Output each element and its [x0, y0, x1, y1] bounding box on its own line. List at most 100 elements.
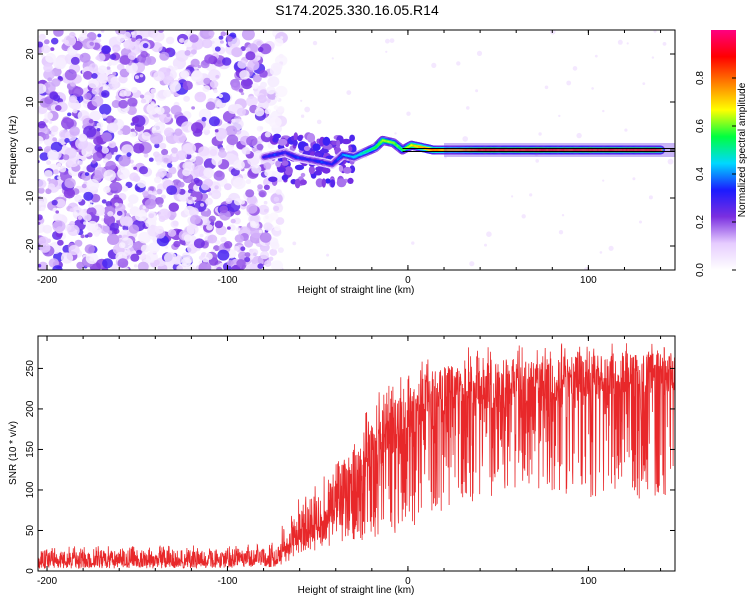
noise-dot	[406, 111, 411, 116]
y-tick-label: 100	[25, 481, 36, 498]
noise-blob	[74, 194, 83, 203]
noise-blob	[226, 260, 234, 267]
noise-blob	[233, 159, 245, 171]
noise-blob	[181, 211, 185, 215]
transition-blob	[293, 139, 298, 146]
noise-blob	[70, 56, 80, 65]
noise-blob	[172, 220, 179, 227]
noise-blob	[87, 232, 93, 238]
noise-blob	[266, 259, 272, 264]
transition-blob	[348, 146, 353, 152]
noise-dot	[475, 89, 479, 93]
noise-blob	[204, 54, 215, 64]
noise-blob	[234, 234, 244, 243]
transition-blob	[268, 176, 278, 183]
noise-blob	[107, 233, 120, 245]
colorbar-tick-label: 0.2	[695, 215, 706, 229]
noise-blob	[51, 199, 58, 206]
noise-blob	[263, 200, 268, 205]
noise-blob	[55, 198, 66, 208]
noise-dot	[599, 251, 603, 254]
noise-dot	[651, 56, 655, 59]
noise-blob	[83, 213, 92, 222]
noise-blob	[76, 261, 85, 269]
noise-blob	[127, 202, 134, 208]
noise-dot	[431, 62, 437, 68]
noise-blob	[38, 261, 48, 270]
noise-blob	[226, 36, 233, 42]
noise-blob	[209, 38, 222, 50]
noise-blob	[236, 107, 246, 117]
noise-blob	[42, 224, 53, 234]
noise-blob	[218, 93, 224, 99]
noise-blob	[259, 232, 272, 243]
noise-blob	[190, 214, 201, 225]
noise-blob	[63, 35, 77, 47]
noise-blob	[191, 70, 202, 80]
spectrogram-ylabel: Frequency (Hz)	[8, 116, 19, 185]
noise-blob	[51, 78, 61, 87]
noise-blob	[158, 30, 164, 33]
noise-dot	[632, 177, 636, 181]
noise-blob	[176, 265, 183, 270]
noise-blob	[117, 258, 129, 268]
noise-blob	[153, 259, 160, 266]
noise-blob	[223, 241, 233, 249]
noise-blob	[52, 220, 66, 233]
transition-blob	[299, 179, 307, 186]
noise-blob	[187, 189, 193, 194]
noise-blob	[214, 220, 224, 229]
noise-blob	[185, 242, 189, 247]
transition-blob	[315, 178, 324, 188]
noise-blob	[38, 179, 47, 189]
noise-blob	[251, 82, 259, 90]
noise-blob	[100, 30, 105, 33]
noise-blob	[257, 94, 267, 104]
colorbar-tick-label: 0.8	[695, 71, 706, 85]
noise-blob	[44, 112, 53, 120]
noise-blob	[241, 30, 255, 41]
noise-blob	[218, 35, 224, 40]
noise-blob	[41, 54, 45, 58]
noise-blob	[214, 46, 221, 52]
noise-blob	[184, 50, 191, 56]
noise-blob	[245, 179, 252, 185]
noise-blob	[152, 30, 165, 42]
noise-blob	[230, 218, 236, 224]
noise-blob	[129, 172, 139, 182]
noise-blob	[257, 46, 264, 53]
noise-blob	[143, 153, 149, 158]
x-tick-label: 0	[405, 576, 411, 587]
transition-blob	[300, 172, 306, 178]
noise-blob	[97, 65, 108, 74]
noise-blob	[198, 262, 212, 270]
noise-blob	[57, 176, 61, 180]
noise-blob	[257, 263, 264, 270]
noise-blob	[74, 239, 83, 247]
noise-dot	[572, 66, 578, 71]
noise-blob	[246, 135, 258, 147]
noise-dot	[486, 231, 492, 237]
noise-blob	[273, 205, 280, 212]
noise-blob	[57, 239, 64, 246]
noise-blob	[111, 142, 116, 147]
noise-blob	[106, 66, 111, 70]
noise-blob	[225, 144, 234, 152]
noise-dot	[602, 179, 605, 182]
noise-dot	[300, 114, 305, 118]
noise-blob	[126, 152, 132, 157]
noise-blob	[195, 179, 203, 187]
noise-blob	[131, 37, 137, 42]
noise-blob	[187, 244, 198, 254]
noise-blob	[269, 248, 278, 256]
noise-blob	[107, 230, 113, 235]
noise-blob	[140, 50, 148, 58]
noise-blob	[154, 107, 161, 113]
noise-blob	[258, 229, 263, 234]
noise-blob	[224, 183, 232, 191]
noise-blob	[84, 92, 92, 100]
transition-blob	[336, 178, 347, 188]
noise-blob	[191, 106, 196, 110]
noise-blob	[190, 58, 200, 68]
x-tick-label: 100	[580, 576, 597, 587]
